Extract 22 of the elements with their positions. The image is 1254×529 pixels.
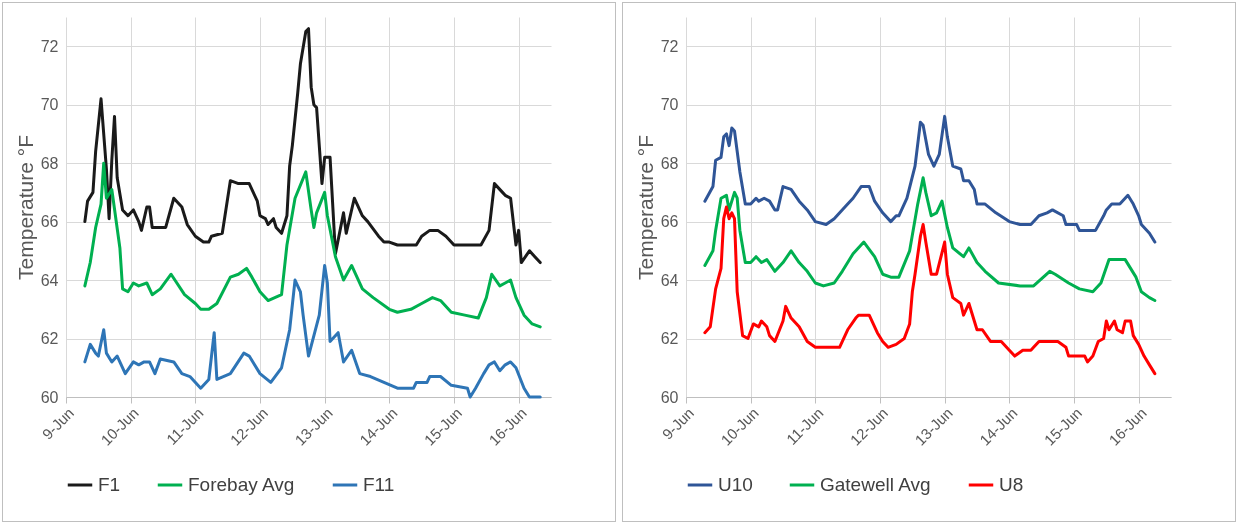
y-tick-label: 70 xyxy=(40,96,59,114)
legend-label: Forebay Avg xyxy=(188,474,295,495)
legend-label: Gatewell Avg xyxy=(820,474,931,495)
legend-label: U8 xyxy=(999,474,1024,495)
y-axis-title: Temperature °F xyxy=(13,135,37,280)
y-tick-label: 70 xyxy=(660,96,679,114)
y-tick-label: 68 xyxy=(40,154,59,172)
y-tick-label: 60 xyxy=(660,388,679,406)
y-tick-label: 72 xyxy=(40,37,59,55)
y-tick-label: 62 xyxy=(660,330,679,348)
legend-label: U10 xyxy=(718,474,753,495)
y-tick-label: 62 xyxy=(40,330,59,348)
y-tick-label: 64 xyxy=(40,271,59,289)
legend-label: F11 xyxy=(363,474,395,495)
y-tick-label: 68 xyxy=(660,154,679,172)
y-tick-label: 72 xyxy=(660,37,679,55)
y-tick-label: 66 xyxy=(660,213,679,231)
y-tick-label: 60 xyxy=(40,388,59,406)
y-axis-title: Temperature °F xyxy=(633,135,657,280)
y-tick-label: 64 xyxy=(660,271,679,289)
legend-label: F1 xyxy=(98,474,121,495)
y-tick-label: 66 xyxy=(40,213,59,231)
